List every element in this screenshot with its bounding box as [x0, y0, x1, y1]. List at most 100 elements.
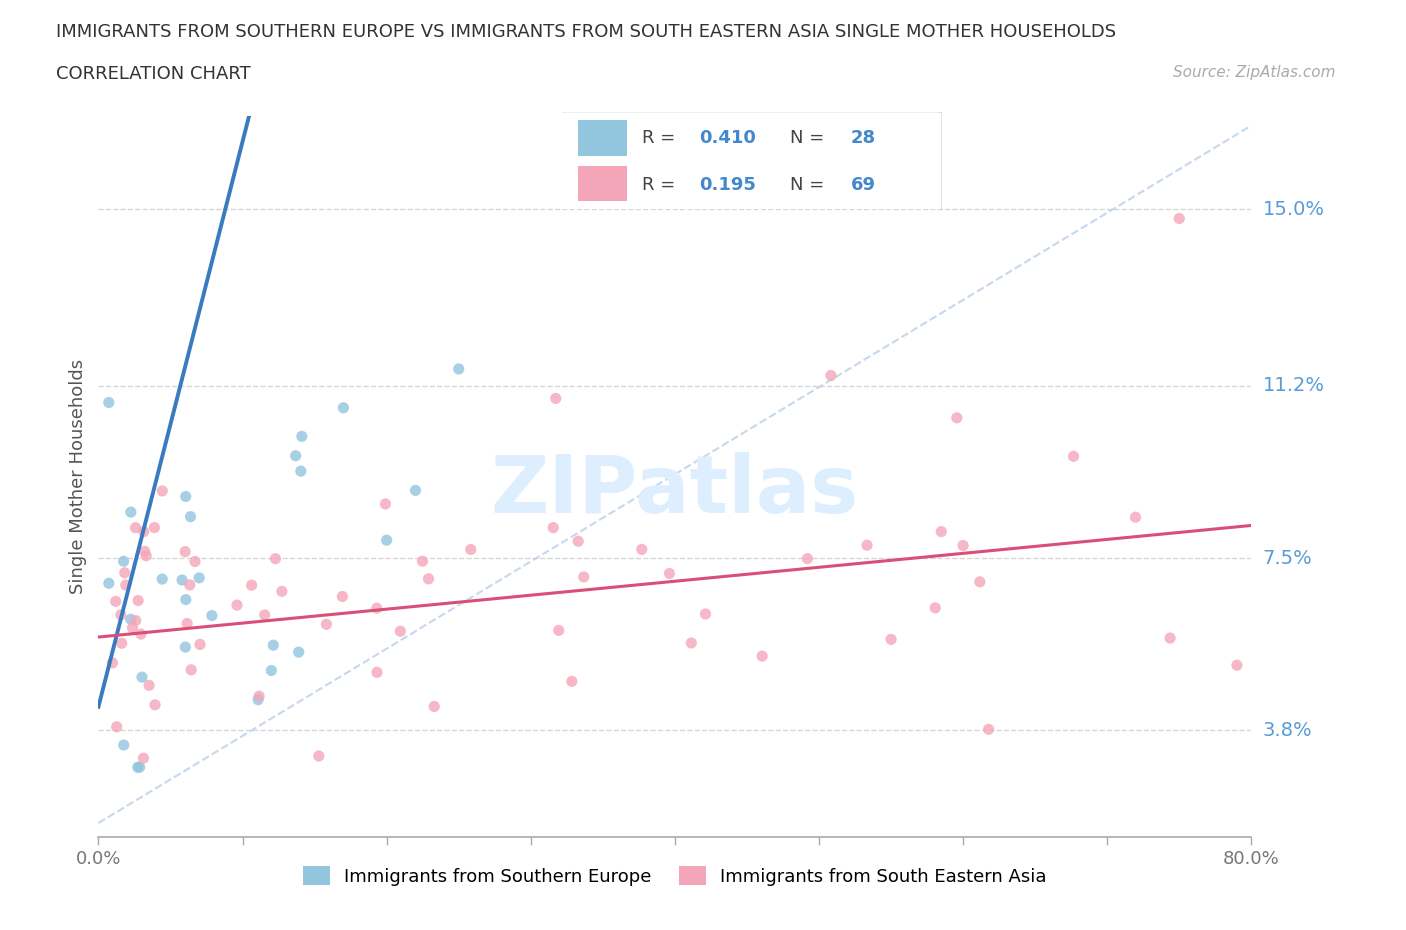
Point: [132, 525, 155, 539]
Point: [418, 571, 440, 586]
Text: 0.195: 0.195: [699, 176, 756, 193]
Point: [547, 623, 569, 638]
Point: [128, 760, 150, 775]
Point: [111, 636, 134, 651]
Point: [969, 575, 991, 590]
Point: [114, 578, 136, 592]
Point: [447, 362, 470, 377]
Point: [176, 616, 198, 631]
Point: [1226, 658, 1249, 672]
Point: [567, 534, 589, 549]
Point: [97, 576, 120, 591]
Point: [423, 699, 446, 714]
Text: 69: 69: [851, 176, 876, 193]
Point: [460, 542, 482, 557]
Point: [952, 538, 974, 553]
Point: [143, 698, 166, 712]
Point: [124, 520, 146, 535]
Point: [1125, 510, 1147, 525]
Text: 7.5%: 7.5%: [1263, 549, 1313, 567]
Text: R =: R =: [643, 129, 681, 147]
Point: [284, 448, 307, 463]
Point: [290, 464, 312, 479]
Point: [172, 573, 194, 588]
Text: R =: R =: [643, 176, 681, 193]
Point: [188, 637, 211, 652]
Point: [374, 497, 396, 512]
Point: [188, 570, 211, 585]
Point: [131, 670, 153, 684]
Point: [796, 551, 818, 566]
Point: [174, 489, 197, 504]
Bar: [578, 120, 627, 155]
Point: [135, 549, 157, 564]
Point: [332, 589, 354, 604]
Point: [174, 640, 197, 655]
Point: [105, 720, 128, 735]
Point: [127, 593, 149, 608]
Point: [226, 598, 249, 613]
Point: [287, 644, 309, 659]
Text: 11.2%: 11.2%: [1263, 377, 1324, 395]
Point: [120, 505, 142, 520]
Point: [253, 607, 276, 622]
FancyBboxPatch shape: [558, 112, 942, 210]
Point: [264, 551, 287, 566]
Text: 0.410: 0.410: [699, 129, 756, 147]
Point: [150, 484, 173, 498]
Legend: Immigrants from Southern Europe, Immigrants from South Eastern Asia: Immigrants from Southern Europe, Immigra…: [295, 859, 1054, 893]
Text: IMMIGRANTS FROM SOUTHERN EUROPE VS IMMIGRANTS FROM SOUTH EASTERN ASIA SINGLE MOT: IMMIGRANTS FROM SOUTHERN EUROPE VS IMMIG…: [56, 23, 1116, 41]
Point: [366, 665, 388, 680]
Point: [544, 391, 567, 405]
Point: [856, 538, 879, 552]
Point: [262, 638, 284, 653]
Point: [127, 760, 149, 775]
Point: [179, 578, 201, 592]
Point: [1168, 211, 1191, 226]
Point: [150, 572, 173, 587]
Point: [541, 520, 564, 535]
Point: [247, 692, 270, 707]
Text: ZIPatlas: ZIPatlas: [491, 452, 859, 530]
Point: [184, 554, 207, 569]
Point: [143, 520, 166, 535]
Text: N =: N =: [790, 129, 830, 147]
Point: [681, 635, 703, 650]
Point: [174, 544, 197, 559]
Point: [412, 553, 434, 568]
Point: [129, 627, 152, 642]
Point: [291, 429, 314, 444]
Point: [389, 624, 412, 639]
Point: [180, 662, 202, 677]
Point: [880, 631, 903, 646]
Y-axis label: Single Mother Households: Single Mother Households: [69, 359, 87, 594]
Point: [114, 565, 136, 580]
Point: [751, 648, 773, 663]
Text: 15.0%: 15.0%: [1263, 200, 1324, 219]
Point: [924, 601, 946, 616]
Point: [260, 663, 283, 678]
Point: [375, 533, 398, 548]
Point: [121, 620, 143, 635]
Text: 28: 28: [851, 129, 876, 147]
Point: [1063, 449, 1085, 464]
Text: N =: N =: [790, 176, 830, 193]
Point: [695, 606, 717, 621]
Point: [125, 613, 148, 628]
Point: [134, 544, 156, 559]
Point: [572, 569, 595, 584]
Point: [120, 612, 142, 627]
Point: [179, 510, 201, 525]
Point: [138, 678, 160, 693]
Bar: [578, 166, 627, 202]
Point: [201, 608, 224, 623]
Point: [977, 722, 1000, 737]
Point: [366, 601, 388, 616]
Point: [240, 578, 263, 592]
Point: [110, 607, 132, 622]
Point: [1159, 631, 1181, 645]
Point: [308, 749, 330, 764]
Point: [820, 368, 842, 383]
Point: [315, 617, 337, 631]
Point: [630, 542, 652, 557]
